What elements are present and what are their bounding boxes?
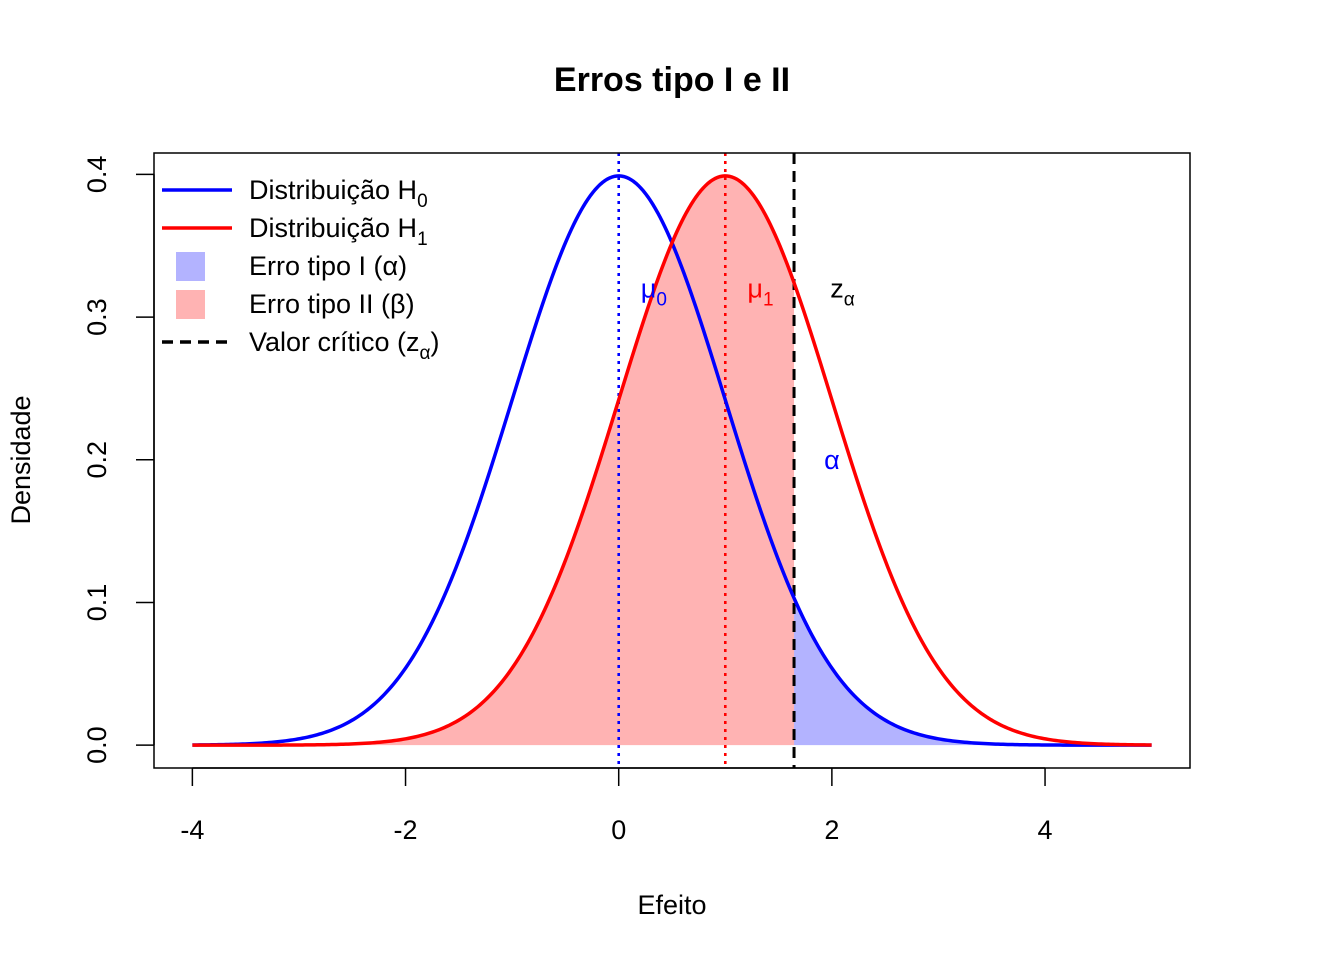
y-axis-title: Densidade (6, 395, 36, 524)
shaded-area-1 (794, 598, 1152, 746)
y-tick-label: 0.4 (82, 156, 112, 194)
legend-item: Valor crítico (zα) (162, 327, 440, 364)
plot-area (192, 153, 1152, 768)
annotations: μ0 μ1 zα α (641, 274, 855, 475)
legend-label: Erro tipo I (α) (249, 251, 407, 281)
x-tick-label: 2 (824, 815, 839, 845)
series-line-2 (192, 174, 1152, 747)
legend-item: Erro tipo I (α) (176, 251, 407, 281)
shaded-area-2 (192, 175, 795, 746)
annotation-label: μ0 (641, 274, 667, 311)
legend-label: Erro tipo II (β) (249, 289, 415, 319)
x-axis: -4 -2 0 2 4 (180, 767, 1053, 845)
legend-item: Erro tipo II (β) (176, 289, 415, 319)
annotation-label: zα (830, 274, 855, 311)
annotation-label: μ1 (747, 274, 773, 311)
x-tick-label: 4 (1038, 815, 1053, 845)
legend-fill-swatch (176, 252, 205, 281)
x-axis-title: Efeito (637, 890, 706, 920)
legend-label: Distribuição H1 (249, 213, 428, 250)
chart-title: Erros tipo I e II (554, 61, 790, 99)
legend-item: Distribuição H1 (162, 213, 428, 250)
y-tick-label: 0.2 (82, 441, 112, 479)
y-axis: 0.0 0.1 0.2 0.3 0.4 (82, 156, 155, 764)
x-tick-label: 0 (611, 815, 626, 845)
y-tick-label: 0.3 (82, 298, 112, 336)
legend-label: Distribuição H0 (249, 175, 428, 212)
x-tick-label: -2 (394, 815, 418, 845)
x-tick-label: -4 (180, 815, 204, 845)
annotation-label: α (824, 445, 840, 475)
y-tick-label: 0.0 (82, 726, 112, 764)
legend-label: Valor crítico (zα) (249, 327, 440, 364)
y-tick-label: 0.1 (82, 584, 112, 622)
legend-fill-swatch (176, 290, 205, 319)
legend-item: Distribuição H0 (162, 175, 428, 212)
